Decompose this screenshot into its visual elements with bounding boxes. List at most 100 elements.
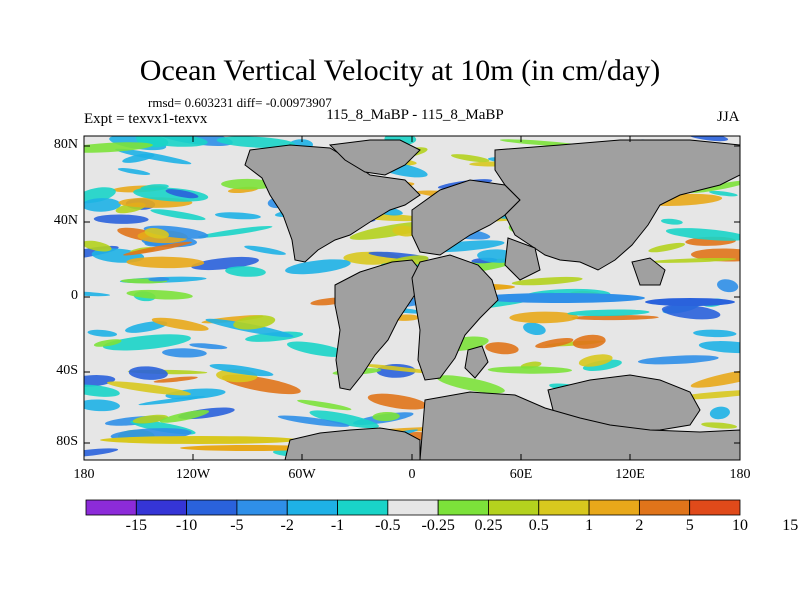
contour-blob — [144, 228, 169, 239]
contour-blob — [287, 341, 347, 357]
x-tick-label: 0 — [408, 467, 416, 482]
land-antarctica-east — [419, 391, 740, 460]
contour-blob — [148, 277, 170, 282]
contour-band — [645, 298, 735, 306]
contour-blob — [84, 448, 119, 458]
contour-blob — [511, 276, 583, 286]
colorbar-tick-label: 0.25 — [474, 517, 503, 534]
contour-blob — [709, 190, 738, 197]
colorbar-tick-label: -5 — [230, 517, 244, 534]
land-africa — [411, 254, 499, 381]
contour-blob — [717, 279, 739, 293]
contour-blob — [509, 311, 579, 324]
contour-blob — [690, 367, 740, 388]
contour-blob — [392, 225, 417, 237]
contour-blob — [189, 343, 228, 350]
land-greenland — [328, 139, 421, 176]
contour-blob — [128, 366, 168, 380]
y-tick-label: 80S — [56, 434, 78, 449]
season-label: JJA — [717, 109, 740, 125]
contour-blob — [578, 354, 613, 367]
contour-blob — [162, 348, 207, 358]
land-antarctica-west — [284, 427, 421, 460]
contour-blob — [153, 376, 198, 383]
contour-blob — [665, 228, 740, 241]
land-masses — [244, 139, 740, 460]
colorbar-swatch — [538, 499, 590, 516]
contour-blob — [150, 209, 206, 221]
contour-blob — [87, 329, 118, 337]
contour-blob — [367, 393, 428, 410]
contour-blob — [690, 180, 740, 193]
colorbar-swatch — [488, 499, 540, 516]
y-tick-label: 40N — [53, 213, 78, 228]
contour-blob — [151, 317, 209, 331]
colorbar-swatch — [85, 499, 137, 516]
land-south-america — [334, 259, 421, 391]
contour-blob — [661, 218, 683, 225]
land-eurasia — [494, 139, 740, 271]
contour-blob — [159, 410, 210, 423]
contour-blob — [651, 257, 737, 263]
contour-blob — [123, 241, 192, 256]
contour-blob — [436, 375, 505, 394]
x-tick-label: 60W — [288, 467, 316, 482]
x-tick-label: 120E — [615, 467, 645, 482]
contour-blob — [244, 245, 286, 255]
colorbar-tick-label: 1 — [585, 517, 594, 534]
colorbar-swatch — [186, 499, 238, 516]
colorbar-swatch — [236, 499, 288, 516]
colorbar-tick-label: -10 — [175, 517, 198, 534]
contour-blob — [450, 154, 490, 163]
contour-blob — [361, 364, 437, 374]
contour-band — [100, 436, 300, 444]
contour-blob — [225, 266, 266, 277]
x-tick-label: 180 — [73, 467, 95, 482]
contour-blob — [709, 406, 730, 420]
contour-blob — [571, 315, 659, 321]
rmsd-diff-stats: rmsd= 0.603231 diff= -0.00973907 — [148, 95, 332, 110]
contour-blob — [84, 399, 120, 412]
colorbar-tick-label: -1 — [330, 517, 345, 534]
land-europe-africa — [411, 179, 521, 256]
y-tick-label: 40S — [56, 363, 78, 378]
colorbar-tick-label: 5 — [685, 517, 694, 534]
colorbar-tick-label: 10 — [732, 517, 748, 534]
contour-blob — [117, 168, 151, 175]
axis-tickmarks — [83, 136, 741, 460]
contour-blob — [297, 399, 352, 411]
colorbar — [85, 499, 741, 516]
contour-blob — [138, 396, 205, 406]
contour-blob — [309, 410, 379, 429]
contour-blob — [84, 142, 153, 153]
colorbar-tick-label: -15 — [125, 517, 147, 534]
contour-blob — [126, 256, 205, 269]
contour-blob — [221, 178, 275, 190]
x-tick-label: 120W — [175, 467, 211, 482]
land-arabia — [504, 237, 541, 281]
contour-blob — [93, 339, 122, 347]
land-southeast-asia — [631, 257, 666, 286]
contour-band — [180, 445, 320, 451]
contour-band — [475, 293, 645, 303]
colorbar-swatch — [588, 499, 640, 516]
colorbar-tick-label: 0.5 — [528, 517, 549, 534]
colorbar-tick-label: -0.5 — [375, 517, 401, 534]
plot-title: Ocean Vertical Velocity at 10m (in cm/da… — [139, 54, 661, 87]
contour-blob — [535, 338, 574, 349]
contour-blob — [567, 309, 650, 317]
colorbar-tick-label: 2 — [635, 517, 644, 534]
contour-blob — [126, 289, 193, 300]
contour-blob — [216, 136, 296, 148]
center-subtitle: 115_8_MaBP - 115_8_MaBP — [326, 107, 504, 123]
contour-blob — [661, 304, 721, 320]
y-tick-label: 0 — [71, 288, 78, 303]
contour-blob — [84, 384, 120, 397]
contour-blob — [84, 375, 116, 387]
x-tick-label: 60E — [509, 467, 533, 482]
land-madagascar — [464, 345, 489, 379]
contour-blob — [133, 187, 209, 202]
colorbar-swatch — [638, 499, 691, 516]
contour-blob — [277, 415, 350, 427]
